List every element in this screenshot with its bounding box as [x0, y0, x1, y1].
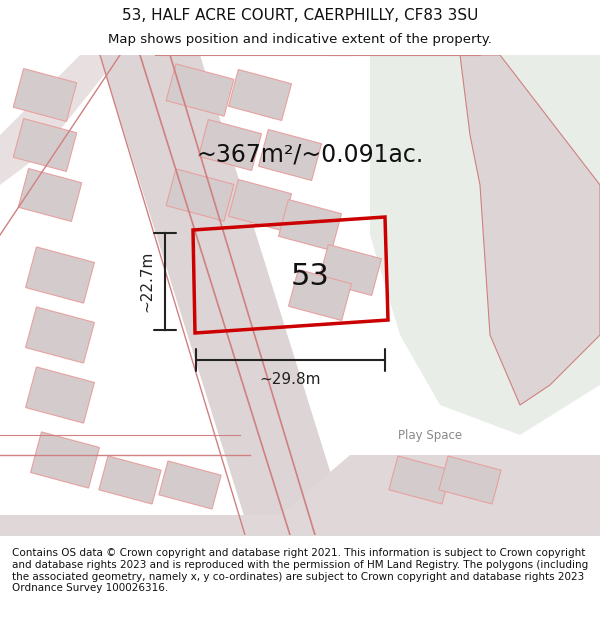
Polygon shape	[460, 55, 600, 405]
Polygon shape	[166, 169, 234, 221]
Polygon shape	[26, 307, 94, 363]
Polygon shape	[229, 179, 292, 231]
Polygon shape	[439, 456, 501, 504]
Text: ~22.7m: ~22.7m	[139, 251, 155, 312]
Polygon shape	[159, 461, 221, 509]
Polygon shape	[100, 55, 350, 535]
Polygon shape	[199, 119, 262, 171]
Text: 53, HALF ACRE COURT, CAERPHILLY, CF83 3SU: 53, HALF ACRE COURT, CAERPHILLY, CF83 3S…	[122, 8, 478, 23]
Polygon shape	[31, 432, 100, 488]
Text: ~367m²/~0.091ac.: ~367m²/~0.091ac.	[196, 143, 424, 167]
Text: Map shows position and indicative extent of the property.: Map shows position and indicative extent…	[108, 33, 492, 46]
Text: Contains OS data © Crown copyright and database right 2021. This information is : Contains OS data © Crown copyright and d…	[12, 549, 588, 593]
Polygon shape	[229, 69, 292, 121]
Polygon shape	[319, 244, 382, 296]
Polygon shape	[13, 119, 77, 171]
Polygon shape	[389, 456, 451, 504]
Polygon shape	[0, 55, 120, 185]
Polygon shape	[166, 64, 234, 116]
Polygon shape	[0, 455, 600, 535]
Text: ~29.8m: ~29.8m	[260, 372, 321, 388]
Polygon shape	[289, 269, 352, 321]
Polygon shape	[259, 129, 322, 181]
Text: Play Space: Play Space	[398, 429, 462, 441]
Polygon shape	[370, 55, 600, 435]
Polygon shape	[13, 69, 77, 121]
Polygon shape	[26, 247, 94, 303]
Text: 53: 53	[291, 262, 330, 291]
Polygon shape	[18, 169, 82, 221]
Polygon shape	[26, 367, 94, 423]
Polygon shape	[99, 456, 161, 504]
Polygon shape	[278, 199, 341, 251]
